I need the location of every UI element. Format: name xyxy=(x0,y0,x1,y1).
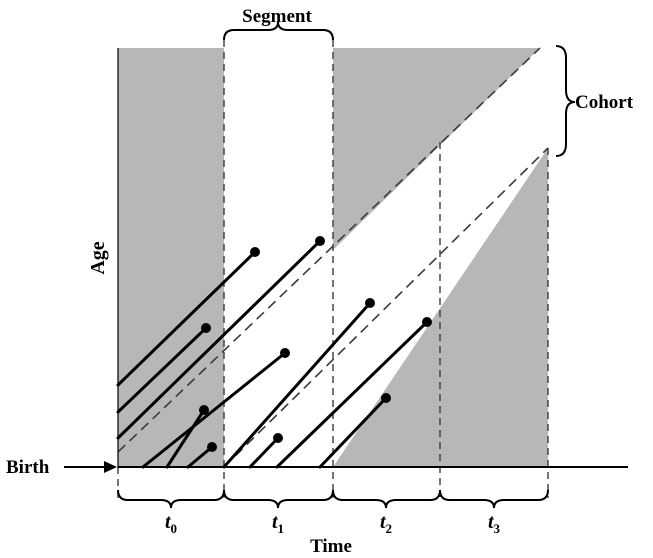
segment-brace xyxy=(223,21,334,41)
life-line-end-dot xyxy=(365,298,375,308)
cohort-lower-boundary xyxy=(223,147,549,468)
cohort-upper-boundary xyxy=(117,47,541,453)
period-label-t1: t1 xyxy=(272,511,284,536)
life-line-end-dot xyxy=(201,323,211,333)
life-line-end-dot xyxy=(250,247,260,257)
segment-label: Segment xyxy=(242,6,312,27)
life-lines xyxy=(116,236,432,469)
birth-label: Birth xyxy=(6,457,50,478)
life-line xyxy=(165,408,206,469)
shaded-block-t2-upper xyxy=(333,48,540,250)
cohort-boundaries xyxy=(117,47,549,468)
period-label-t0: t0 xyxy=(165,511,177,536)
period-label-t2: t2 xyxy=(380,511,392,536)
life-line xyxy=(222,301,372,469)
life-line-end-dot xyxy=(273,433,283,443)
period-label-t3: t3 xyxy=(488,511,501,536)
life-line-end-dot xyxy=(315,236,325,246)
life-line-end-dot xyxy=(381,393,391,403)
period-brace-t0 xyxy=(117,489,225,509)
birth-arrow-head xyxy=(104,461,117,473)
life-line xyxy=(116,326,208,414)
life-line xyxy=(275,320,429,469)
shaded-block-t0 xyxy=(118,48,224,467)
cohort-brace xyxy=(555,45,576,157)
period-brace-t1 xyxy=(223,489,334,509)
period-brace-t3 xyxy=(439,489,549,509)
life-line xyxy=(116,250,257,387)
period-braces xyxy=(117,489,549,509)
life-line xyxy=(141,351,287,469)
age-axis-label: Age xyxy=(87,241,109,274)
cohort-label: Cohort xyxy=(575,92,634,113)
period-brace-t2 xyxy=(332,489,441,509)
life-line xyxy=(116,239,322,440)
time-axis-label: Time xyxy=(310,536,352,557)
life-line xyxy=(318,396,388,469)
life-line-end-dot xyxy=(422,317,432,327)
life-line xyxy=(186,445,214,469)
shaded-block-lower-diagonal xyxy=(333,148,548,467)
life-line-end-dot xyxy=(280,348,290,358)
life-line-end-dot xyxy=(207,442,217,452)
shaded-regions xyxy=(118,48,548,467)
life-line-end-dot xyxy=(199,405,209,415)
life-line xyxy=(248,436,280,469)
